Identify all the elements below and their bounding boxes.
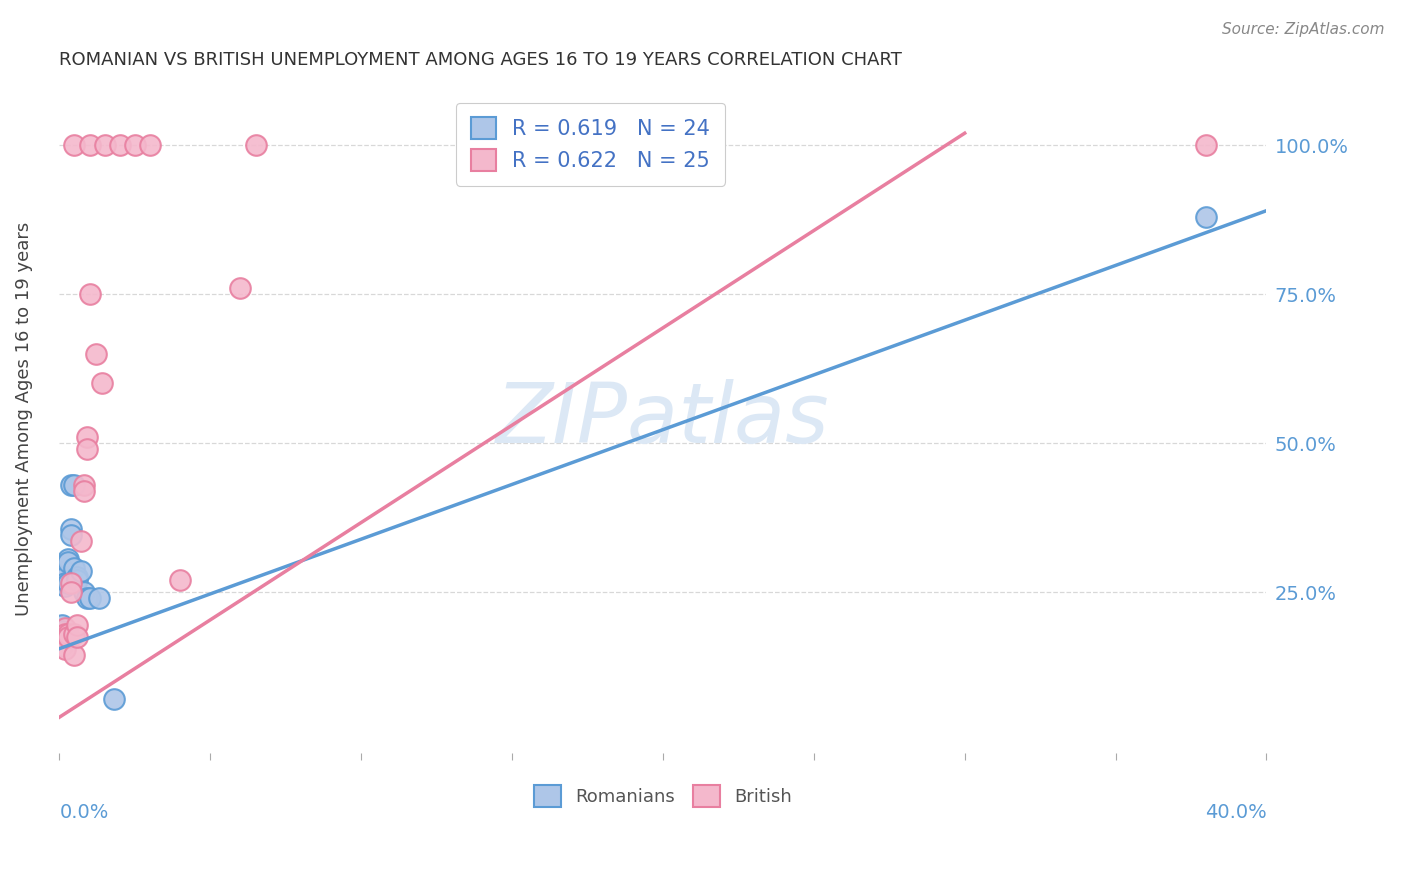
Point [1195, 210, 1218, 224]
Point [55, 576, 77, 591]
Point [63, 477, 86, 491]
Point [79, 591, 101, 605]
Point [55, 564, 77, 578]
Text: 0.0%: 0.0% [59, 803, 108, 822]
Point [76, 591, 98, 605]
Point [66, 573, 89, 587]
Point [60, 576, 83, 591]
Point [55, 579, 77, 593]
Point [58, 576, 80, 591]
Point [229, 281, 252, 295]
Point [51, 617, 73, 632]
Point [245, 138, 267, 153]
Point [58, 555, 80, 569]
Y-axis label: Unemployment Among Ages 16 to 19 years: Unemployment Among Ages 16 to 19 years [15, 222, 32, 616]
Text: 40.0%: 40.0% [1205, 803, 1267, 822]
Point [84, 347, 107, 361]
Point [87, 591, 110, 605]
Point [79, 138, 101, 153]
Point [55, 627, 77, 641]
Point [76, 430, 98, 444]
Point [60, 585, 83, 599]
Point [66, 630, 89, 644]
Point [63, 648, 86, 662]
Point [103, 692, 125, 706]
Point [72, 585, 94, 599]
Point [69, 534, 91, 549]
Point [69, 564, 91, 578]
Text: ROMANIAN VS BRITISH UNEMPLOYMENT AMONG AGES 16 TO 19 YEARS CORRELATION CHART: ROMANIAN VS BRITISH UNEMPLOYMENT AMONG A… [59, 51, 903, 69]
Legend: Romanians, British: Romanians, British [526, 778, 800, 814]
Point [51, 624, 73, 638]
Point [60, 477, 83, 491]
Point [51, 630, 73, 644]
Point [58, 627, 80, 641]
Point [108, 138, 131, 153]
Point [51, 639, 73, 653]
Point [93, 138, 115, 153]
Point [66, 617, 89, 632]
Point [55, 641, 77, 656]
Point [124, 138, 146, 153]
Point [63, 561, 86, 575]
Point [169, 573, 191, 587]
Point [79, 287, 101, 301]
Point [60, 523, 83, 537]
Point [63, 627, 86, 641]
Point [1195, 138, 1218, 153]
Point [55, 621, 77, 635]
Point [51, 630, 73, 644]
Point [72, 483, 94, 498]
Point [66, 570, 89, 584]
Point [58, 552, 80, 566]
Point [72, 477, 94, 491]
Text: Source: ZipAtlas.com: Source: ZipAtlas.com [1222, 22, 1385, 37]
Point [139, 138, 162, 153]
Point [60, 528, 83, 542]
Text: ZIPatlas: ZIPatlas [496, 379, 830, 459]
Point [76, 442, 98, 456]
Point [58, 630, 80, 644]
Point [63, 138, 86, 153]
Point [90, 376, 112, 391]
Point [55, 570, 77, 584]
